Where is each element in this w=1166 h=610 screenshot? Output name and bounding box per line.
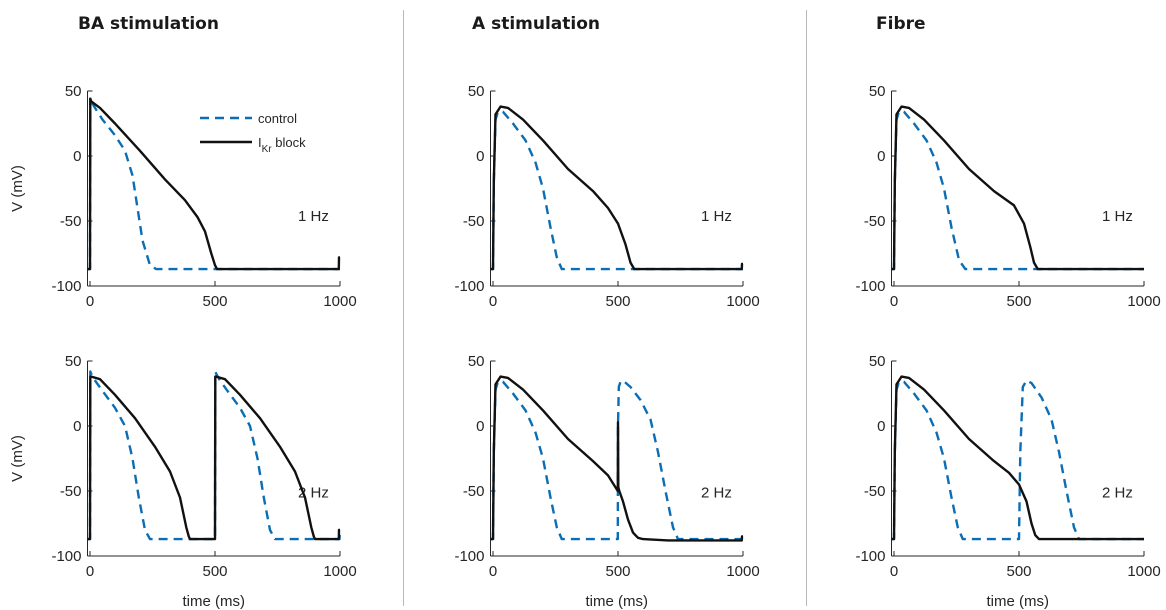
column-divider-2	[806, 10, 807, 606]
x-axis-label: time (ms)	[586, 593, 649, 610]
y-tick-label: 50	[468, 353, 485, 370]
y-tick-label: 50	[468, 83, 485, 100]
frequency-annotation: 1 Hz	[1102, 208, 1133, 225]
y-tick-label: 0	[73, 418, 81, 435]
column-divider-1	[403, 10, 404, 606]
y-tick-label: 50	[869, 353, 886, 370]
column-title-a-stimulation: A stimulation	[472, 14, 600, 34]
series-ikr-block-line	[891, 105, 1144, 271]
series-control-line	[891, 110, 1144, 271]
series-control-line	[891, 379, 1144, 541]
x-tick-label: 0	[890, 293, 898, 310]
frequency-annotation: 2 Hz	[701, 485, 732, 502]
x-tick-label: 500	[1006, 293, 1031, 310]
x-tick-label: 500	[605, 563, 630, 580]
y-axis-label: V (mV)	[9, 435, 26, 482]
y-tick-label: -50	[864, 483, 886, 500]
y-tick-label: -50	[60, 483, 82, 500]
legend-control-label: control	[258, 111, 297, 126]
x-tick-label: 500	[202, 293, 227, 310]
legend: control IKr block	[200, 111, 306, 155]
x-tick-label: 1000	[1127, 563, 1160, 580]
y-tick-label: -100	[454, 278, 484, 295]
y-tick-label: -50	[463, 213, 485, 230]
x-tick-label: 0	[489, 293, 497, 310]
series-control-line	[490, 379, 743, 541]
x-tick-label: 500	[1006, 563, 1031, 580]
frequency-annotation: 1 Hz	[298, 208, 329, 225]
series-ikr-block-line	[891, 375, 1144, 541]
y-axis-label: V (mV)	[9, 165, 26, 212]
frequency-annotation: 2 Hz	[1102, 485, 1133, 502]
series-control-line	[490, 110, 743, 271]
y-tick-label: 50	[65, 83, 82, 100]
series-ikr-block-line	[490, 105, 744, 271]
y-tick-label: -100	[855, 548, 885, 565]
y-tick-label: -50	[463, 483, 485, 500]
x-tick-label: 1000	[323, 563, 356, 580]
series-ikr-block-line	[87, 375, 341, 541]
y-tick-label: -100	[51, 278, 81, 295]
legend-ikr-block-label: IKr block	[258, 135, 306, 155]
x-tick-label: 500	[605, 293, 630, 310]
y-tick-label: 0	[877, 148, 885, 165]
y-tick-label: 50	[65, 353, 82, 370]
x-tick-label: 1000	[726, 293, 759, 310]
y-tick-label: -50	[864, 213, 886, 230]
x-axis-label: time (ms)	[183, 593, 246, 610]
x-axis-label: time (ms)	[987, 593, 1050, 610]
series-control-line	[87, 96, 341, 271]
column-title-fibre: Fibre	[876, 14, 926, 34]
x-tick-label: 0	[86, 293, 94, 310]
x-tick-label: 500	[202, 563, 227, 580]
series-ikr-block-line	[87, 97, 341, 271]
x-tick-label: 0	[86, 563, 94, 580]
y-tick-label: -100	[454, 548, 484, 565]
y-tick-label: -100	[51, 548, 81, 565]
y-tick-label: 0	[73, 148, 81, 165]
y-tick-label: 50	[869, 83, 886, 100]
x-tick-label: 1000	[726, 563, 759, 580]
x-tick-label: 1000	[1127, 293, 1160, 310]
x-tick-label: 0	[890, 563, 898, 580]
x-tick-label: 1000	[323, 293, 356, 310]
column-title-ba-stimulation: BA stimulation	[78, 14, 219, 34]
series-control-line	[87, 370, 342, 541]
y-tick-label: 0	[877, 418, 885, 435]
y-tick-label: -100	[855, 278, 885, 295]
y-tick-label: 0	[476, 148, 484, 165]
frequency-annotation: 1 Hz	[701, 208, 732, 225]
y-tick-label: 0	[476, 418, 484, 435]
y-tick-label: -50	[60, 213, 82, 230]
x-tick-label: 0	[489, 563, 497, 580]
series-ikr-block-line	[490, 375, 744, 542]
